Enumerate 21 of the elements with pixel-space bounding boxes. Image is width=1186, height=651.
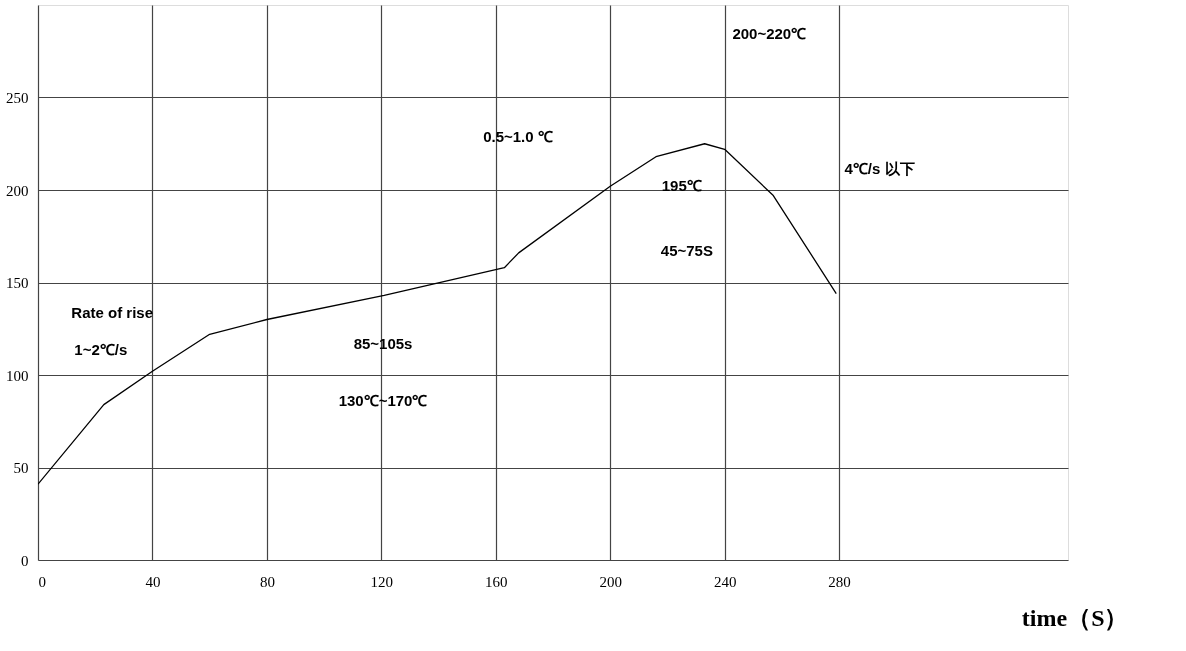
annotation: 195℃ <box>661 176 702 194</box>
y-tick-label: 200 <box>6 182 29 199</box>
annotation: 1~2℃/s <box>74 341 128 359</box>
x-tick-label: 200 <box>599 573 622 590</box>
line-series <box>38 143 837 485</box>
x-tick-label: 240 <box>713 573 737 590</box>
x-tick-label: 0 <box>38 573 46 590</box>
x-tick-label: 120 <box>370 573 394 590</box>
y-tick-label: 0 <box>21 552 29 569</box>
y-tick-label: 100 <box>6 367 29 384</box>
annotation: 45~75S <box>660 241 713 259</box>
x-tick-label: 80 <box>259 573 275 590</box>
x-tick-label: 40 <box>145 573 161 590</box>
y-tick-label: 50 <box>13 460 29 476</box>
annotation: 4℃/s 以下 <box>844 160 915 178</box>
annotation: 200~220℃ <box>732 24 807 42</box>
y-tick-label: 150 <box>6 275 29 291</box>
x-tick-label: 160 <box>485 573 508 590</box>
x-tick-label: 280 <box>828 573 851 590</box>
y-tick-label: 250 <box>6 90 29 106</box>
x-axis-title: time（S） <box>1021 604 1129 631</box>
